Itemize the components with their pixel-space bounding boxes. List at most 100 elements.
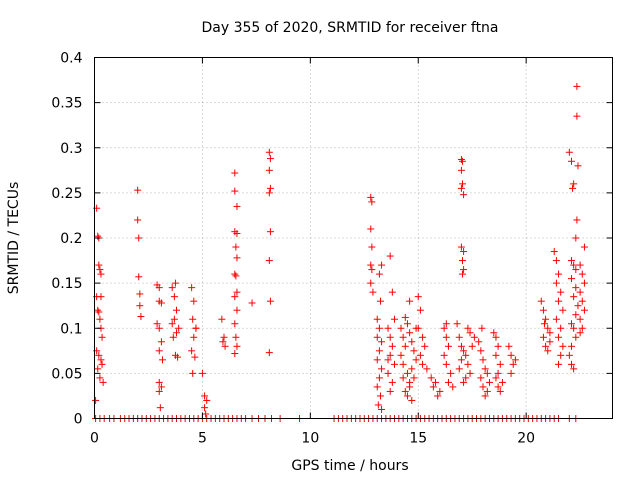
data-point: [157, 299, 165, 307]
data-point: [455, 333, 463, 341]
data-point: [265, 257, 273, 265]
data-point: [265, 166, 273, 174]
data-point: [386, 387, 394, 395]
data-point: [570, 261, 578, 269]
data-point: [134, 186, 142, 194]
data-point: [233, 202, 241, 210]
data-point: [136, 290, 144, 298]
data-point: [219, 338, 227, 346]
y-tick-label: 0.25: [51, 186, 82, 202]
data-point: [198, 369, 206, 377]
data-point: [265, 148, 273, 156]
data-point: [453, 320, 461, 328]
data-point: [427, 374, 435, 382]
data-point: [440, 351, 448, 359]
y-tick-label: 0.15: [51, 276, 82, 292]
data-point: [388, 378, 396, 386]
data-point: [567, 342, 575, 350]
data-point: [414, 324, 422, 332]
data-point: [442, 320, 450, 328]
data-point: [233, 342, 241, 350]
data-point: [203, 396, 211, 404]
data-point: [376, 297, 384, 305]
x-tick-label: 15: [409, 431, 427, 447]
data-point: [155, 378, 163, 386]
data-point: [509, 360, 517, 368]
data-point: [444, 378, 452, 386]
data-point: [580, 279, 588, 287]
data-point: [175, 324, 183, 332]
data-point: [442, 360, 450, 368]
data-point: [373, 333, 381, 341]
y-tick-label: 0.3: [60, 141, 82, 157]
data-point: [505, 342, 513, 350]
data-point: [468, 342, 476, 350]
data-point: [202, 410, 210, 418]
data-point: [173, 306, 181, 314]
data-point: [168, 284, 176, 292]
data-point: [483, 369, 491, 377]
data-point: [570, 365, 578, 373]
data-point: [559, 342, 567, 350]
data-point: [477, 347, 485, 355]
data-point: [483, 387, 491, 395]
data-point: [192, 324, 200, 332]
data-point: [368, 266, 376, 274]
data-point: [576, 261, 584, 269]
data-point: [479, 383, 487, 391]
data-point: [457, 342, 465, 350]
data-point: [494, 383, 502, 391]
x-axis-label: GPS time / hours: [291, 458, 408, 474]
data-point: [403, 369, 411, 377]
data-point: [572, 266, 580, 274]
data-point: [231, 187, 239, 195]
data-point: [447, 369, 455, 377]
data-point: [384, 324, 392, 332]
tick-labels: 0 5 10 15 20 0 0.05 0.1 0.15 0.2 0.25 0.3 0.35 0.4: [51, 51, 535, 447]
data-point: [460, 191, 468, 199]
y-tick-label: 0: [74, 412, 83, 428]
data-point: [544, 324, 552, 332]
data-point: [135, 273, 143, 281]
grid: [94, 57, 613, 419]
data-point: [94, 232, 102, 240]
y-tick-label: 0.2: [60, 231, 82, 247]
data-point: [457, 166, 465, 174]
data-point: [378, 338, 386, 346]
data-point: [546, 338, 554, 346]
data-point: [95, 351, 103, 359]
data-point: [406, 329, 414, 337]
data-point: [403, 320, 411, 328]
data-point: [464, 360, 472, 368]
data-point: [98, 360, 106, 368]
data-point: [391, 315, 399, 323]
data-point: [158, 356, 166, 364]
data-point: [492, 333, 500, 341]
data-point: [457, 184, 465, 192]
data-point: [386, 333, 394, 341]
data-point: [478, 324, 486, 332]
data-point: [419, 360, 427, 368]
data-point: [135, 234, 143, 242]
data-point: [539, 333, 547, 341]
data-point: [442, 333, 450, 341]
data-point: [414, 293, 422, 301]
data-point: [95, 261, 103, 269]
data-point: [368, 243, 376, 251]
data-point: [155, 324, 163, 332]
data-point: [367, 261, 375, 269]
data-point: [399, 333, 407, 341]
data-point: [386, 252, 394, 260]
data-point: [494, 369, 502, 377]
data-point: [201, 404, 209, 412]
data-point: [156, 404, 164, 412]
data-point: [189, 369, 197, 377]
data-point: [576, 315, 584, 323]
data-point: [190, 297, 198, 305]
data-point: [266, 184, 274, 192]
data-point: [188, 284, 196, 292]
data-point: [98, 333, 106, 341]
data-point: [374, 401, 382, 409]
data-point: [399, 374, 407, 382]
data-point: [578, 324, 586, 332]
